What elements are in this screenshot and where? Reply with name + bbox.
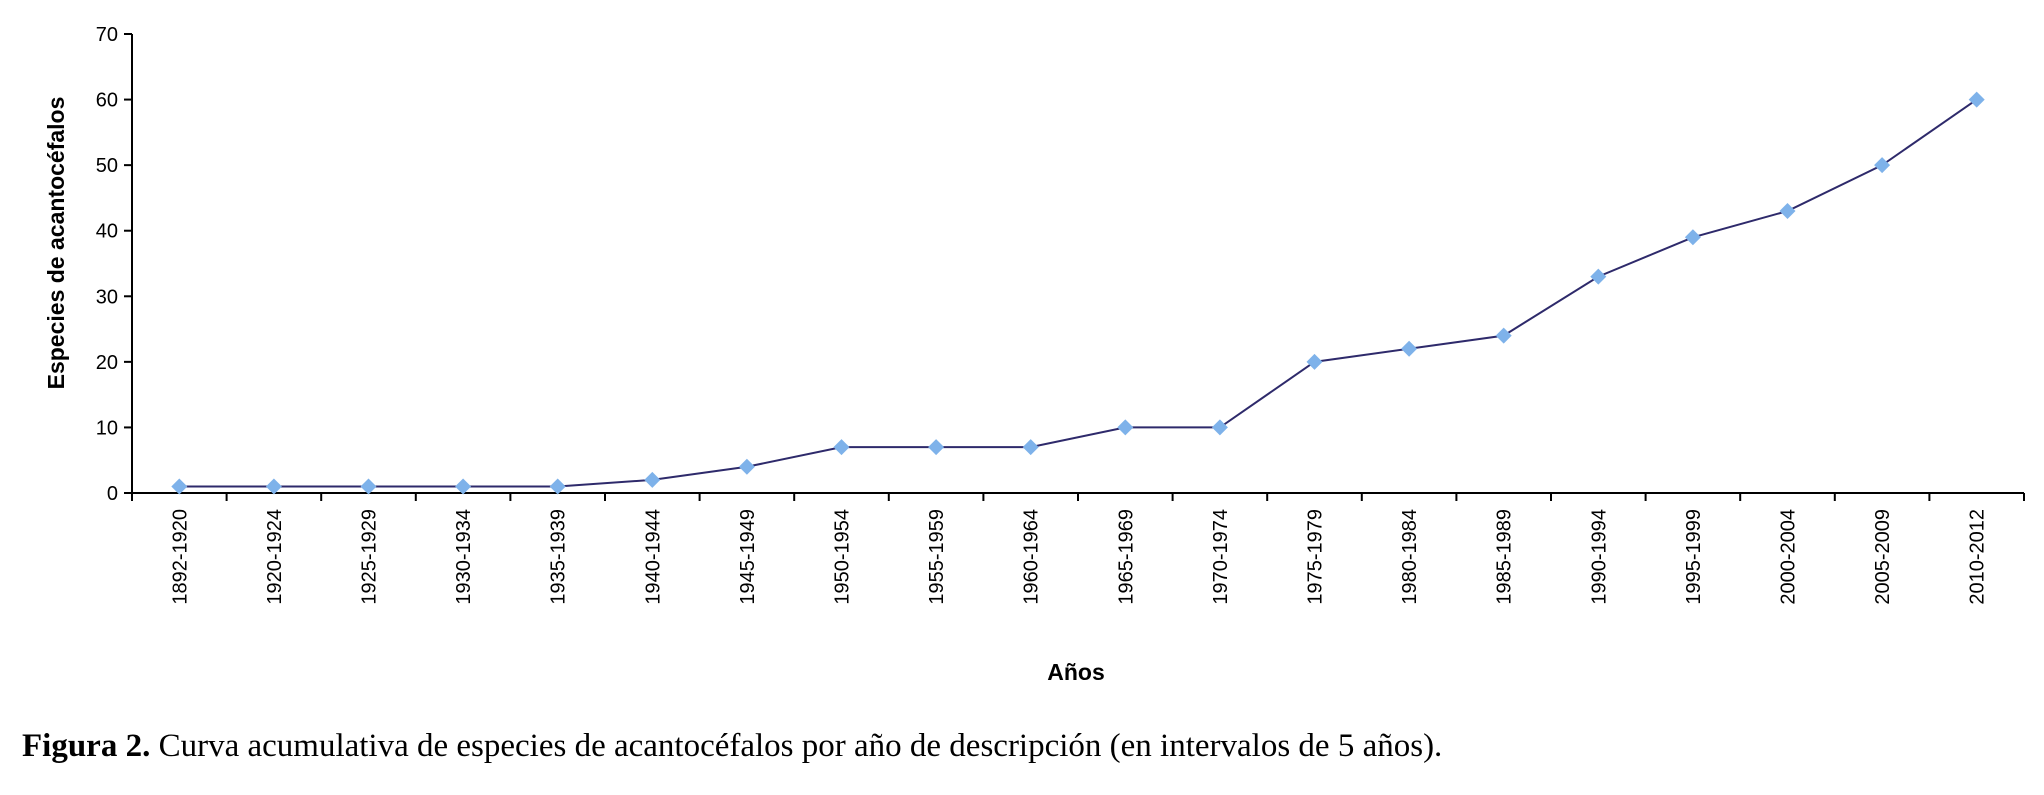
x-tick-label: 1975-1979 xyxy=(1305,509,1327,605)
data-point-marker xyxy=(928,439,945,456)
x-tick-label: 2005-2009 xyxy=(1872,509,1894,605)
x-tick-label: 1960-1964 xyxy=(1021,509,1043,605)
data-point-marker xyxy=(644,471,661,488)
x-tick-label: 1920-1924 xyxy=(264,509,286,605)
y-tick-label: 30 xyxy=(96,286,118,308)
series-line xyxy=(179,98,1978,488)
x-tick-label: 2000-2004 xyxy=(1778,509,1800,605)
data-point-marker xyxy=(1401,340,1418,357)
data-point-marker xyxy=(265,478,282,495)
x-tick-label: 1892-1920 xyxy=(169,509,191,605)
chart: 0 10 20 30 40 50 60 70 1892-1920 1920-1924 1925-1… xyxy=(43,24,2025,685)
x-tick-label: 1940-1944 xyxy=(642,509,664,605)
figure-caption: Figura 2. Curva acumulativa de especies … xyxy=(22,728,1442,765)
data-point-marker xyxy=(1211,419,1228,436)
x-tick-label: 1970-1974 xyxy=(1210,509,1232,605)
y-tick-label: 10 xyxy=(96,417,118,439)
data-point-marker xyxy=(1874,157,1891,174)
data-point-marker xyxy=(1306,353,1323,370)
data-point-marker xyxy=(738,458,755,475)
caption-text: Curva acumulativa de especies de acantoc… xyxy=(150,728,1443,764)
y-tick-label: 70 xyxy=(96,24,118,46)
y-tick-label: 50 xyxy=(96,155,118,177)
data-point-marker xyxy=(360,478,377,495)
data-point-marker xyxy=(1968,91,1985,108)
x-tick-label: 2010-2012 xyxy=(1967,509,1989,605)
y-tick-label: 40 xyxy=(96,221,118,243)
caption-label: Figura 2. xyxy=(22,728,151,764)
x-tick-label: 1925-1929 xyxy=(359,509,381,605)
x-axis-ticks: 1892-1920 1920-1924 1925-1929 1930-1934 1935… xyxy=(131,493,2025,605)
y-axis-title: Especies de acantocéfalos xyxy=(43,97,69,390)
x-tick-label: 1985-1989 xyxy=(1494,509,1516,605)
data-point-marker xyxy=(455,478,472,495)
x-axis-title: Años xyxy=(1047,659,1105,685)
x-tick-label: 1995-1999 xyxy=(1683,509,1705,605)
y-tick-label: 20 xyxy=(96,352,118,374)
x-tick-label: 1955-1959 xyxy=(926,509,948,605)
y-axis-ticks: 0 10 20 30 40 50 60 70 xyxy=(96,24,132,505)
x-tick-label: 1930-1934 xyxy=(453,509,475,605)
x-tick-label: 1980-1984 xyxy=(1399,509,1421,605)
data-point-marker xyxy=(1022,439,1039,456)
x-tick-label: 1950-1954 xyxy=(832,509,854,605)
data-point-marker xyxy=(1779,203,1796,220)
x-tick-label: 1935-1939 xyxy=(548,509,570,605)
data-point-marker xyxy=(833,439,850,456)
x-tick-label: 1965-1969 xyxy=(1115,509,1137,605)
series-markers xyxy=(171,91,1985,495)
y-tick-label: 60 xyxy=(96,90,118,112)
x-tick-label: 1990-1994 xyxy=(1588,509,1610,605)
data-point-marker xyxy=(1495,327,1512,344)
y-tick-label: 0 xyxy=(107,483,118,505)
data-point-marker xyxy=(1590,268,1607,285)
x-tick-label: 1945-1949 xyxy=(737,509,759,605)
data-point-marker xyxy=(1684,229,1701,246)
data-point-marker xyxy=(171,478,188,495)
data-point-marker xyxy=(1117,419,1134,436)
data-point-marker xyxy=(549,478,566,495)
